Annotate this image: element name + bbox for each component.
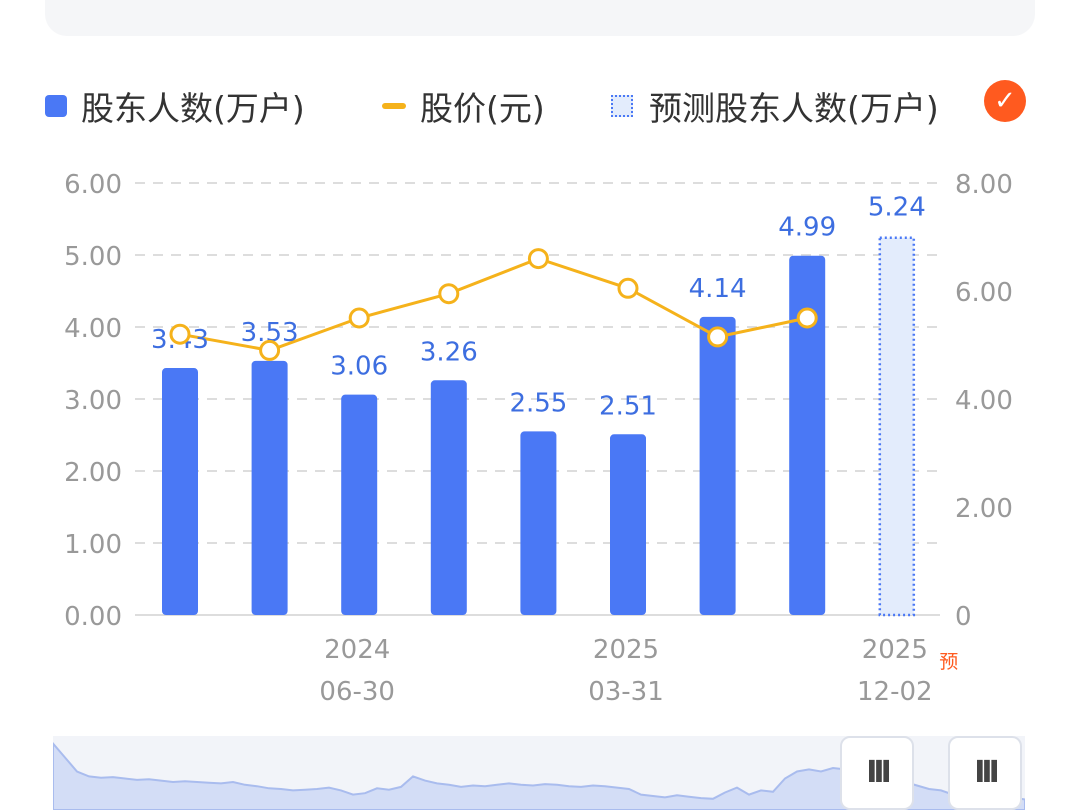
left-axis-tick: 1.00 — [64, 530, 122, 560]
left-axis-tick: 6.00 — [64, 170, 122, 200]
bar — [610, 434, 646, 615]
price-point — [169, 323, 191, 345]
price-point — [438, 283, 460, 305]
scroll-handle-right[interactable]: III — [948, 736, 1022, 810]
left-axis-tick: 5.00 — [64, 242, 122, 272]
bar — [699, 316, 736, 615]
chart-legend: 股东人数(万户) 股价(元) 预测股东人数(万户) — [0, 72, 1080, 132]
check-icon[interactable]: ✓ — [984, 80, 1026, 122]
x-axis-year: 2025 — [862, 635, 928, 665]
right-axis-tick: 6.00 — [955, 278, 1013, 308]
forecast-swatch — [611, 95, 633, 117]
left-axis-tick: 0.00 — [64, 602, 122, 632]
forecast-tag: 预 — [939, 651, 958, 673]
summary-card — [45, 0, 1035, 36]
bar — [520, 431, 557, 615]
bar-value-label: 4.14 — [689, 274, 747, 304]
forecast-value-label: 5.24 — [868, 193, 926, 223]
scroll-handle-left[interactable]: III — [840, 736, 914, 810]
price-point — [259, 339, 281, 361]
x-axis-year: 2024 — [324, 635, 390, 665]
legend-label-forecast: 预测股东人数(万户) — [649, 89, 939, 128]
price-point — [348, 307, 370, 329]
bar — [162, 368, 198, 615]
grip-icon: III — [866, 755, 891, 790]
bar-value-label: 3.26 — [420, 337, 478, 367]
bar — [341, 394, 378, 615]
legend-item-shareholders[interactable]: 股东人数(万户) — [45, 82, 305, 130]
bar — [789, 255, 826, 615]
price-point — [527, 248, 549, 270]
grip-icon: III — [974, 755, 999, 790]
bar — [430, 380, 467, 615]
x-axis-date: 12-02 — [857, 677, 933, 707]
bar — [251, 360, 288, 615]
left-axis-tick: 3.00 — [64, 386, 122, 416]
bar-value-label: 3.06 — [330, 352, 388, 382]
right-axis-tick: 4.00 — [955, 386, 1013, 416]
price-point — [617, 277, 639, 299]
right-axis-tick: 2.00 — [955, 494, 1013, 524]
bar-value-label: 4.99 — [778, 213, 836, 243]
left-axis-tick: 2.00 — [64, 458, 122, 488]
bar-value-label: 2.51 — [599, 391, 657, 421]
x-axis-year: 2025 — [593, 635, 659, 665]
x-axis-date: 03-31 — [588, 677, 664, 707]
price-line — [179, 257, 808, 352]
line-swatch — [382, 103, 406, 109]
legend-item-forecast[interactable]: 预测股东人数(万户) — [611, 82, 939, 130]
forecast-bar — [878, 236, 916, 617]
right-axis-tick: 8.00 — [955, 170, 1013, 200]
bar-value-label: 2.55 — [509, 388, 567, 418]
price-point — [707, 326, 729, 348]
right-axis-tick: 0 — [955, 602, 972, 632]
legend-label-price: 股价(元) — [420, 89, 545, 128]
left-axis-tick: 4.00 — [64, 314, 122, 344]
range-scroller[interactable]: III III — [53, 736, 1025, 810]
legend-label-shareholders: 股东人数(万户) — [81, 89, 305, 128]
shareholder-chart: 6.00 5.00 4.00 3.00 2.00 1.00 0.00 8.00 6.00 4.00… — [64, 170, 1013, 707]
legend-item-price[interactable]: 股价(元) — [382, 82, 545, 130]
bar-swatch — [45, 95, 67, 117]
x-axis-date: 06-30 — [319, 677, 395, 707]
price-point — [796, 307, 818, 329]
